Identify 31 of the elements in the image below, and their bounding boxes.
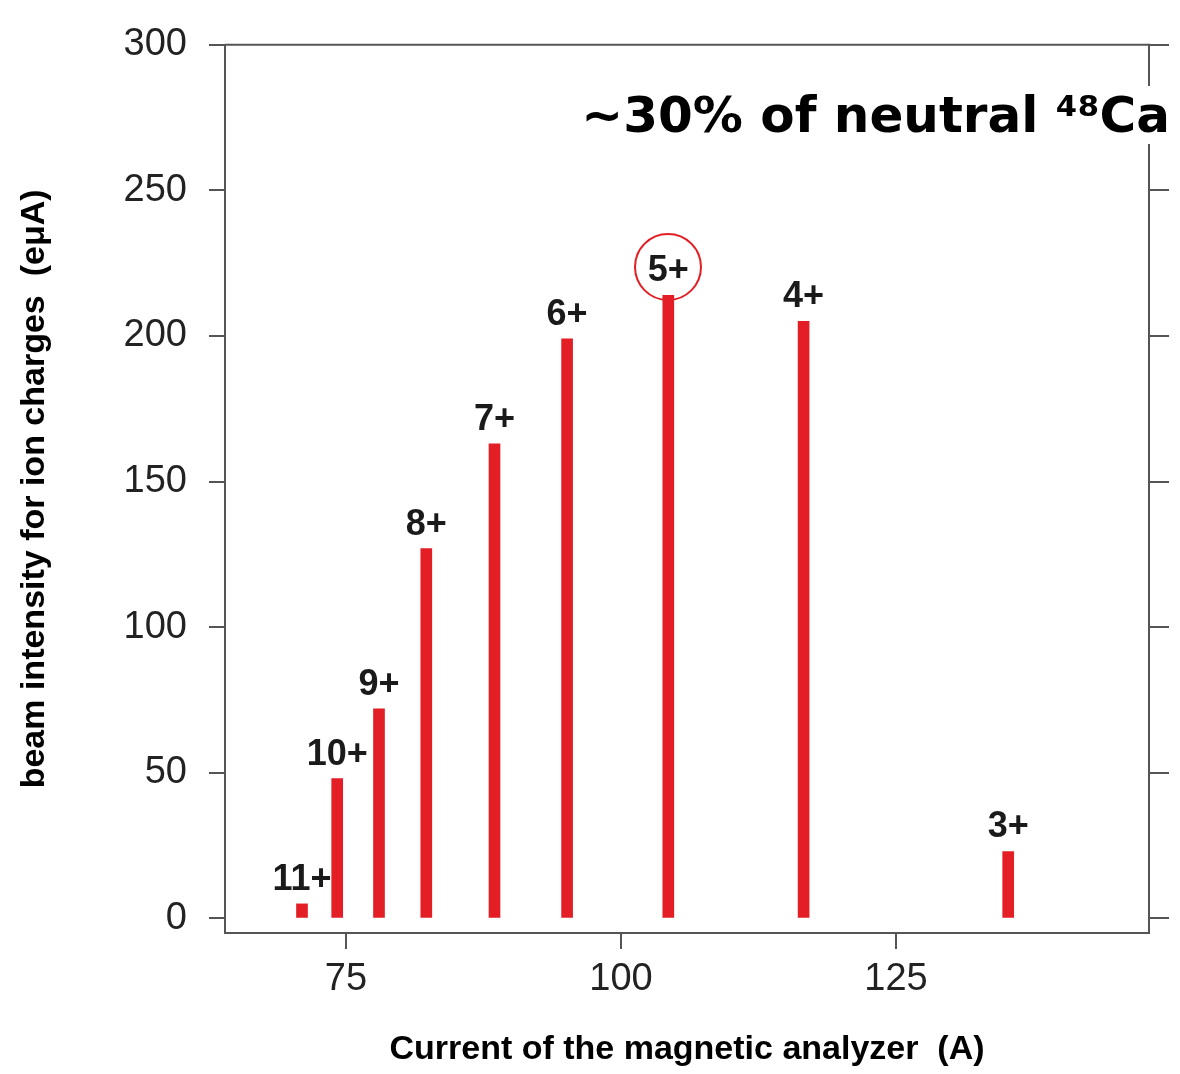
x-tick-label: 100 — [589, 956, 653, 999]
annotation: 7+ — [473, 396, 516, 438]
bar — [331, 778, 344, 918]
x-tick-label: 125 — [864, 956, 928, 999]
annotation: 3+ — [987, 804, 1029, 846]
annotation: 5+ — [647, 248, 689, 290]
annotation: 9+ — [358, 661, 400, 703]
bar — [662, 294, 675, 918]
y-tick-label: 250 — [123, 166, 187, 209]
bar — [296, 903, 308, 918]
annotation: 10+ — [306, 731, 368, 773]
annotation: 11+ — [272, 856, 332, 898]
annotation: 6+ — [546, 291, 588, 333]
annotation: ~30% of neutral ⁴⁸Ca — [581, 86, 1170, 144]
y-tick-label: 50 — [144, 749, 187, 792]
bar — [488, 443, 501, 918]
annotation: 4+ — [783, 274, 825, 316]
x-tick-label: 75 — [324, 956, 368, 999]
annotation: 8+ — [405, 501, 447, 543]
bar — [373, 708, 385, 918]
bar — [420, 548, 433, 918]
y-tick-label: 300 — [123, 21, 187, 64]
bar — [797, 321, 810, 918]
y-tick-label: 0 — [165, 894, 187, 937]
bar — [1002, 851, 1015, 918]
bar — [561, 338, 573, 918]
x-axis-title: Current of the magnetic analyzer (A) — [389, 1027, 985, 1066]
y-tick-label: 200 — [123, 312, 187, 355]
y-tick-label: 150 — [123, 458, 187, 501]
y-tick-label: 100 — [123, 603, 187, 646]
y-axis-title: beam intensity for ion charges (eμA) — [12, 189, 51, 789]
